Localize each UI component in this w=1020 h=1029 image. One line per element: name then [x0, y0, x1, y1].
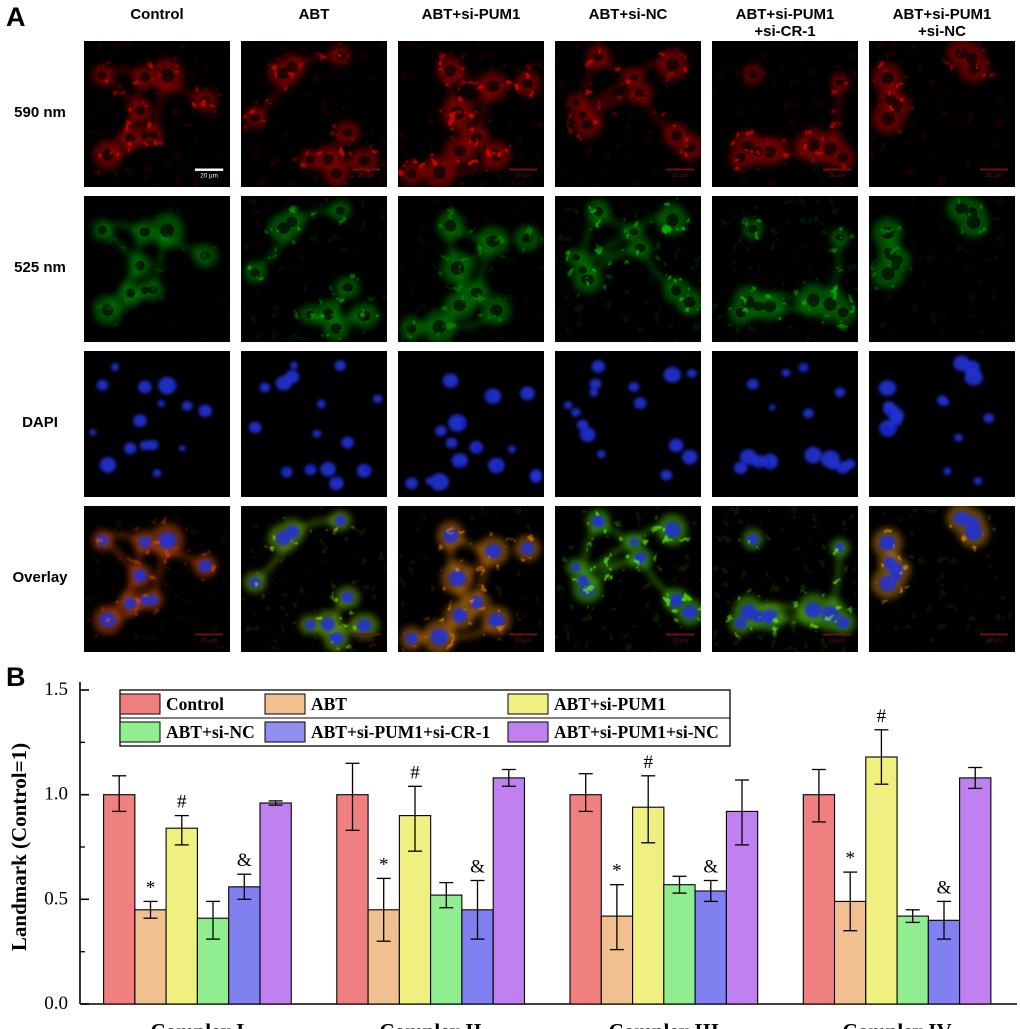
svg-text:#: # [177, 792, 187, 813]
svg-text:&: & [937, 877, 952, 898]
svg-text:0.0: 0.0 [44, 993, 68, 1014]
svg-text:20 µm: 20 µm [200, 172, 218, 179]
svg-text:ABT+si-PUM1+si-NC: ABT+si-PUM1+si-NC [554, 722, 719, 742]
svg-text:0.5: 0.5 [44, 888, 68, 909]
svg-text:20 µm: 20 µm [986, 638, 1002, 644]
svg-text:&: & [237, 850, 252, 871]
svg-text:*: * [146, 877, 156, 898]
svg-text:20 µm: 20 µm [672, 638, 688, 644]
svg-text:ABT: ABT [311, 694, 347, 714]
svg-text:Landmark (Control=1): Landmark (Control=1) [7, 743, 31, 951]
svg-text:ABT+si-PUM1+si-CR-1: ABT+si-PUM1+si-CR-1 [311, 722, 490, 742]
svg-text:Complex II: Complex II [380, 1019, 482, 1029]
svg-text:*: * [845, 848, 855, 869]
svg-text:20 µm: 20 µm [358, 173, 374, 179]
svg-text:&: & [470, 857, 485, 878]
svg-text:1.5: 1.5 [44, 679, 68, 700]
svg-text:1.0: 1.0 [44, 784, 68, 805]
svg-text:#: # [643, 752, 653, 773]
svg-text:ABT+si-PUM1: ABT+si-PUM1 [554, 694, 666, 714]
svg-text:20 µm: 20 µm [829, 173, 845, 179]
svg-text:20 µm: 20 µm [515, 638, 531, 644]
svg-text:#: # [877, 706, 887, 727]
svg-text:Control: Control [166, 694, 224, 714]
svg-text:Complex IV: Complex IV [843, 1019, 952, 1029]
svg-text:#: # [410, 762, 420, 783]
svg-text:&: & [703, 857, 718, 878]
svg-text:20 µm: 20 µm [672, 173, 688, 179]
svg-text:Complex III: Complex III [609, 1019, 719, 1029]
svg-text:20 µm: 20 µm [986, 173, 1002, 179]
svg-text:20 µm: 20 µm [515, 173, 531, 179]
svg-text:*: * [612, 861, 622, 882]
svg-text:ABT+si-NC: ABT+si-NC [166, 722, 255, 742]
svg-text:Complex I: Complex I [150, 1019, 244, 1029]
svg-text:20 µm: 20 µm [358, 638, 374, 644]
svg-text:20 µm: 20 µm [829, 638, 845, 644]
svg-text:*: * [379, 854, 389, 875]
svg-text:20 µm: 20 µm [201, 638, 217, 644]
